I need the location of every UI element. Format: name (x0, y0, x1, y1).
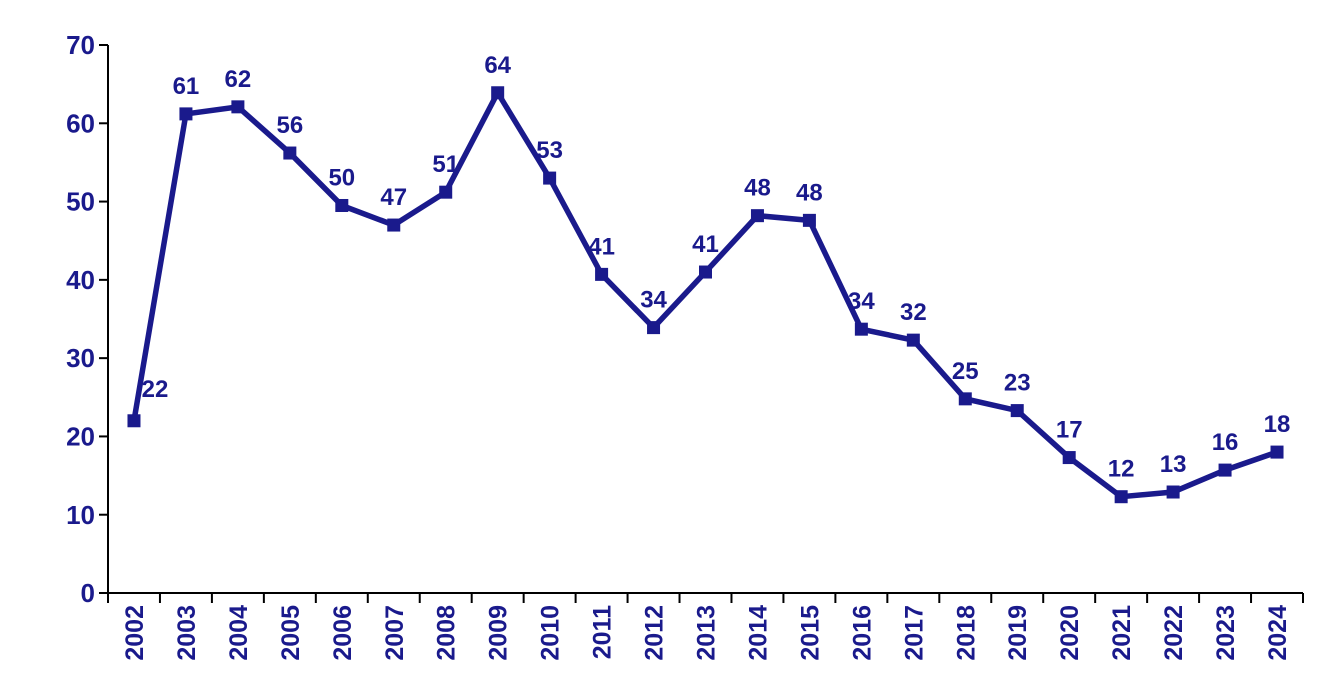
x-axis-tick-label: 2002 (121, 605, 149, 661)
data-point-marker (127, 414, 141, 428)
data-point-marker (1218, 463, 1232, 477)
data-point-marker (1166, 485, 1180, 499)
y-axis-tick-label: 30 (66, 343, 95, 373)
data-point-label: 41 (588, 233, 615, 260)
x-axis-tick-label: 2021 (1108, 605, 1136, 661)
x-axis-tick-label: 2004 (225, 605, 253, 661)
y-axis-tick-label: 40 (66, 265, 95, 295)
data-point-marker (283, 146, 297, 160)
y-axis-tick-label: 20 (66, 422, 95, 452)
data-point-label: 34 (848, 288, 875, 315)
data-point-label: 41 (692, 231, 719, 258)
x-axis-tick-label: 2012 (641, 605, 669, 661)
data-point-marker (595, 267, 609, 281)
x-axis-tick-label: 2017 (900, 605, 928, 661)
x-axis-tick-label: 2007 (381, 605, 409, 661)
x-axis-tick-label: 2020 (1056, 605, 1084, 661)
data-point-label: 34 (640, 287, 667, 314)
data-point-label: 18 (1264, 411, 1291, 438)
data-point-marker (543, 171, 557, 185)
data-point-marker (439, 185, 453, 199)
data-point-marker (179, 107, 193, 121)
data-point-marker (1114, 490, 1128, 504)
data-point-marker (854, 322, 868, 336)
y-axis-tick-label: 60 (66, 108, 95, 138)
data-point-label: 47 (380, 184, 407, 211)
data-point-label: 22 (142, 376, 169, 403)
data-point-label: 32 (900, 299, 927, 326)
data-point-label: 50 (328, 164, 355, 191)
x-axis-tick-label: 2006 (329, 605, 357, 661)
data-point-marker (750, 209, 764, 223)
y-axis-tick-label: 50 (66, 187, 95, 217)
data-point-label: 25 (952, 358, 979, 385)
data-point-marker (802, 213, 816, 227)
data-point-marker (958, 392, 972, 406)
y-axis-tick-label: 0 (81, 578, 95, 608)
x-axis-tick-label: 2018 (952, 605, 980, 661)
data-point-label: 13 (1160, 451, 1187, 478)
x-axis-tick-label: 2003 (173, 605, 201, 661)
data-point-label: 51 (432, 151, 459, 178)
x-axis-tick-label: 2022 (1160, 605, 1188, 661)
data-point-label: 53 (536, 137, 563, 164)
x-axis-tick-label: 2010 (537, 605, 565, 661)
data-point-label: 16 (1212, 429, 1239, 456)
data-point-marker (335, 198, 349, 212)
x-axis-tick-label: 2014 (744, 605, 772, 661)
data-point-label: 48 (796, 179, 823, 206)
data-point-marker (387, 218, 401, 232)
data-point-marker (1270, 445, 1284, 459)
x-axis-tick-label: 2008 (433, 605, 461, 661)
data-point-label: 62 (225, 66, 252, 93)
y-axis-tick-label: 10 (66, 500, 95, 530)
data-point-label: 61 (173, 73, 200, 100)
x-axis-tick-label: 2009 (485, 605, 513, 661)
data-point-label: 12 (1108, 456, 1135, 483)
data-point-label: 48 (744, 175, 771, 202)
x-axis-tick-label: 2019 (1004, 605, 1032, 661)
data-point-marker (491, 86, 505, 100)
data-point-label: 64 (484, 52, 511, 79)
data-point-marker (231, 100, 245, 114)
x-axis-tick-label: 2011 (589, 605, 617, 659)
data-point-marker (1010, 404, 1024, 418)
x-axis-tick-label: 2023 (1212, 605, 1240, 661)
x-axis-tick-label: 2013 (693, 605, 721, 661)
data-point-marker (906, 333, 920, 347)
data-point-marker (647, 321, 661, 335)
x-axis-tick-label: 2016 (848, 605, 876, 661)
y-axis-tick-label: 70 (66, 30, 95, 60)
x-axis-tick-label: 2024 (1264, 605, 1292, 661)
data-point-label: 56 (276, 112, 303, 139)
data-point-label: 17 (1056, 417, 1083, 444)
data-point-marker (699, 265, 712, 279)
data-point-marker (1062, 451, 1076, 465)
x-axis-tick-label: 2015 (796, 605, 824, 661)
data-point-label: 23 (1004, 370, 1031, 397)
x-axis-tick-label: 2005 (277, 605, 305, 661)
